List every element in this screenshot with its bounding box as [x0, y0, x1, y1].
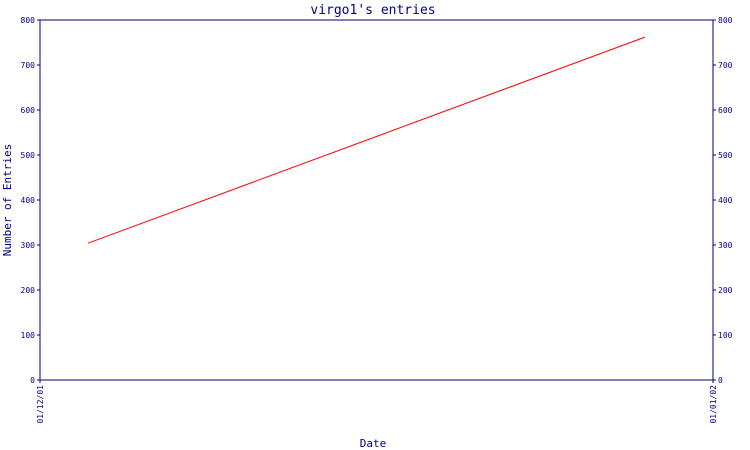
y-axis-left: 0 100 200 300 400 500 600 700 800: [21, 16, 40, 385]
y-tick-label-right: 600: [718, 106, 733, 115]
y-tick-label-left: 0: [30, 376, 35, 385]
y-tick-label-left: 600: [21, 106, 36, 115]
series-line: [87, 36, 646, 244]
y-tick-label-left: 400: [21, 196, 36, 205]
chart-title: virgo1's entries: [310, 3, 435, 18]
x-axis: 01/12/01 01/01/02: [36, 380, 718, 424]
y-tick-label-right: 500: [718, 151, 733, 160]
y-tick-label-left: 700: [21, 61, 36, 70]
x-axis-title: Date: [360, 437, 387, 450]
y-tick-label-left: 100: [21, 331, 36, 340]
series-layer: [87, 36, 646, 244]
y-tick-label-right: 700: [718, 61, 733, 70]
y-tick-label-right: 400: [718, 196, 733, 205]
y-tick-label-left: 300: [21, 241, 36, 250]
y-tick-label-right: 100: [718, 331, 733, 340]
y-tick-label-right: 300: [718, 241, 733, 250]
y-tick-label-right: 800: [718, 16, 733, 25]
y-tick-label-left: 800: [21, 16, 36, 25]
x-tick-label: 01/12/01: [36, 385, 45, 424]
y-axis-right: 0 100 200 300 400 500 600 700 800: [713, 16, 733, 385]
y-tick-label-right: 200: [718, 286, 733, 295]
x-tick-label: 01/01/02: [709, 385, 718, 424]
plot-frame: [39, 19, 714, 381]
y-tick-label-left: 200: [21, 286, 36, 295]
y-tick-label-left: 500: [21, 151, 36, 160]
y-axis-title: Number of Entries: [1, 144, 14, 257]
y-tick-label-right: 0: [718, 376, 723, 385]
